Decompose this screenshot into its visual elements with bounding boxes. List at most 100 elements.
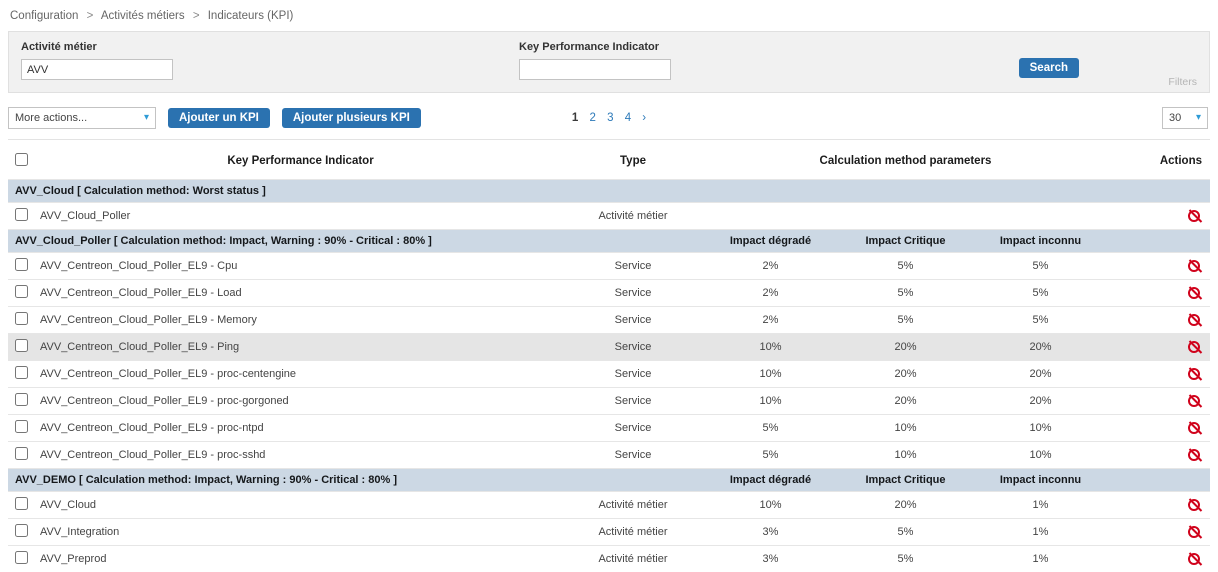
kpi-name[interactable]: AVV_Centreon_Cloud_Poller_EL9 - Ping <box>38 333 563 361</box>
search-button[interactable]: Search <box>1018 58 1079 78</box>
actions-cell <box>1108 306 1210 334</box>
kpi-name[interactable]: AVV_Cloud_Poller <box>38 202 563 230</box>
table-row: AVV_Centreon_Cloud_Poller_EL9 - proc-gor… <box>8 387 1210 415</box>
kpi-type: Service <box>563 279 703 307</box>
row-checkbox-cell <box>8 545 38 572</box>
row-checkbox[interactable] <box>15 551 28 564</box>
row-checkbox[interactable] <box>15 366 28 379</box>
row-checkbox-cell <box>8 518 38 546</box>
kpi-name[interactable]: AVV_Preprod <box>38 545 563 572</box>
filters-toggle[interactable]: Filters <box>1168 76 1197 88</box>
add-kpi-button[interactable]: Ajouter un KPI <box>168 108 270 128</box>
param-column-header: Impact inconnu <box>973 229 1108 253</box>
row-checkbox[interactable] <box>15 208 28 221</box>
disable-kpi-icon[interactable] <box>1188 210 1200 223</box>
kpi-filter-input[interactable] <box>519 59 671 80</box>
row-checkbox[interactable] <box>15 339 28 352</box>
disable-kpi-icon[interactable] <box>1188 422 1200 435</box>
chevron-down-icon: ▾ <box>143 112 149 123</box>
breadcrumb-link-business-activities[interactable]: Activités métiers <box>100 10 185 22</box>
page-link-4[interactable]: 4 <box>624 112 632 124</box>
kpi-name[interactable]: AVV_Centreon_Cloud_Poller_EL9 - proc-ntp… <box>38 414 563 442</box>
kpi-name[interactable]: AVV_Centreon_Cloud_Poller_EL9 - proc-gor… <box>38 387 563 415</box>
kpi-param-value: 2% <box>703 252 838 280</box>
page-size-select[interactable]: 30 ▾ <box>1162 107 1208 129</box>
row-checkbox[interactable] <box>15 312 28 325</box>
page-link-2[interactable]: 2 <box>589 112 596 124</box>
actions-cell <box>1108 279 1210 307</box>
page-link-3[interactable]: 3 <box>607 112 614 124</box>
row-checkbox[interactable] <box>15 285 28 298</box>
kpi-param-value: 10% <box>703 491 838 519</box>
row-checkbox[interactable] <box>15 524 28 537</box>
column-header-kpi[interactable]: Key Performance Indicator <box>227 155 374 167</box>
disable-kpi-icon[interactable] <box>1188 449 1200 462</box>
kpi-name[interactable]: AVV_Integration <box>38 518 563 546</box>
row-checkbox-cell <box>8 333 38 361</box>
kpi-param-value <box>838 202 973 230</box>
kpi-type: Service <box>563 252 703 280</box>
kpi-param-value: 10% <box>838 414 973 442</box>
kpi-param-value: 20% <box>838 387 973 415</box>
row-checkbox[interactable] <box>15 393 28 406</box>
page-next-icon[interactable]: › <box>642 112 647 124</box>
row-checkbox-cell <box>8 360 38 388</box>
kpi-type: Service <box>563 414 703 442</box>
kpi-name[interactable]: AVV_Centreon_Cloud_Poller_EL9 - Cpu <box>38 252 563 280</box>
kpi-param-value: 5% <box>973 252 1108 280</box>
breadcrumb-link-indicators-kpi[interactable]: Indicateurs (KPI) <box>207 10 294 22</box>
more-actions-select[interactable]: More actions... ▾ <box>8 107 156 129</box>
disable-kpi-icon[interactable] <box>1188 553 1200 566</box>
group-header-row: AVV_DEMO [ Calculation method: Impact, W… <box>8 468 1210 492</box>
kpi-name[interactable]: AVV_Cloud <box>38 491 563 519</box>
column-header-actions: Actions <box>1159 155 1202 167</box>
filter-panel: Activité métier Key Performance Indicato… <box>8 31 1210 93</box>
actions-cell <box>1108 252 1210 280</box>
row-checkbox[interactable] <box>15 420 28 433</box>
disable-kpi-icon[interactable] <box>1188 526 1200 539</box>
breadcrumb-link-configuration[interactable]: Configuration <box>10 10 79 22</box>
param-column-header: Impact dégradé <box>703 468 838 492</box>
kpi-param-value: 10% <box>838 441 973 469</box>
kpi-type: Activité métier <box>563 491 703 519</box>
actions-cell <box>1108 333 1210 361</box>
kpi-type: Service <box>563 306 703 334</box>
disable-kpi-icon[interactable] <box>1188 499 1200 512</box>
kpi-name[interactable]: AVV_Centreon_Cloud_Poller_EL9 - Load <box>38 279 563 307</box>
activity-filter-field: Activité métier <box>21 41 173 80</box>
column-header-type[interactable]: Type <box>620 155 646 167</box>
kpi-name[interactable]: AVV_Centreon_Cloud_Poller_EL9 - proc-cen… <box>38 360 563 388</box>
kpi-param-value: 10% <box>973 441 1108 469</box>
disable-kpi-icon[interactable] <box>1188 287 1200 300</box>
row-checkbox[interactable] <box>15 258 28 271</box>
kpi-name[interactable]: AVV_Centreon_Cloud_Poller_EL9 - Memory <box>38 306 563 334</box>
table-row: AVV_Centreon_Cloud_Poller_EL9 - Cpu Servi… <box>8 252 1210 280</box>
kpi-param-value: 1% <box>973 518 1108 546</box>
group-actions-cell <box>1108 468 1210 492</box>
disable-kpi-icon[interactable] <box>1188 395 1200 408</box>
param-column-header: Impact dégradé <box>703 229 838 253</box>
column-header-params: Calculation method parameters <box>819 155 992 167</box>
param-column-header: Impact Critique <box>838 229 973 253</box>
kpi-table-body: AVV_Cloud [ Calculation method: Worst st… <box>8 179 1210 572</box>
disable-kpi-icon[interactable] <box>1188 368 1200 381</box>
disable-kpi-icon[interactable] <box>1188 314 1200 327</box>
add-multiple-kpi-button[interactable]: Ajouter plusieurs KPI <box>281 108 421 128</box>
disable-kpi-icon[interactable] <box>1188 341 1200 354</box>
page-current[interactable]: 1 <box>571 112 579 124</box>
kpi-param-value: 10% <box>703 387 838 415</box>
page-size-value: 30 <box>1169 112 1182 124</box>
row-checkbox[interactable] <box>15 447 28 460</box>
disable-kpi-icon[interactable] <box>1188 260 1200 273</box>
table-row: AVV_Centreon_Cloud_Poller_EL9 - Load Serv… <box>8 279 1210 307</box>
kpi-param-value: 5% <box>838 252 973 280</box>
kpi-param-value: 20% <box>973 333 1108 361</box>
table-row: AVV_Centreon_Cloud_Poller_EL9 - proc-cen… <box>8 360 1210 388</box>
activity-filter-input[interactable] <box>21 59 173 80</box>
select-all-checkbox[interactable] <box>15 153 28 166</box>
row-checkbox[interactable] <box>15 497 28 510</box>
table-row: AVV_Centreon_Cloud_Poller_EL9 - proc-ssh… <box>8 441 1210 469</box>
kpi-name[interactable]: AVV_Centreon_Cloud_Poller_EL9 - proc-ssh… <box>38 441 563 469</box>
table-row: AVV_Cloud_Poller Activité métier <box>8 202 1210 230</box>
